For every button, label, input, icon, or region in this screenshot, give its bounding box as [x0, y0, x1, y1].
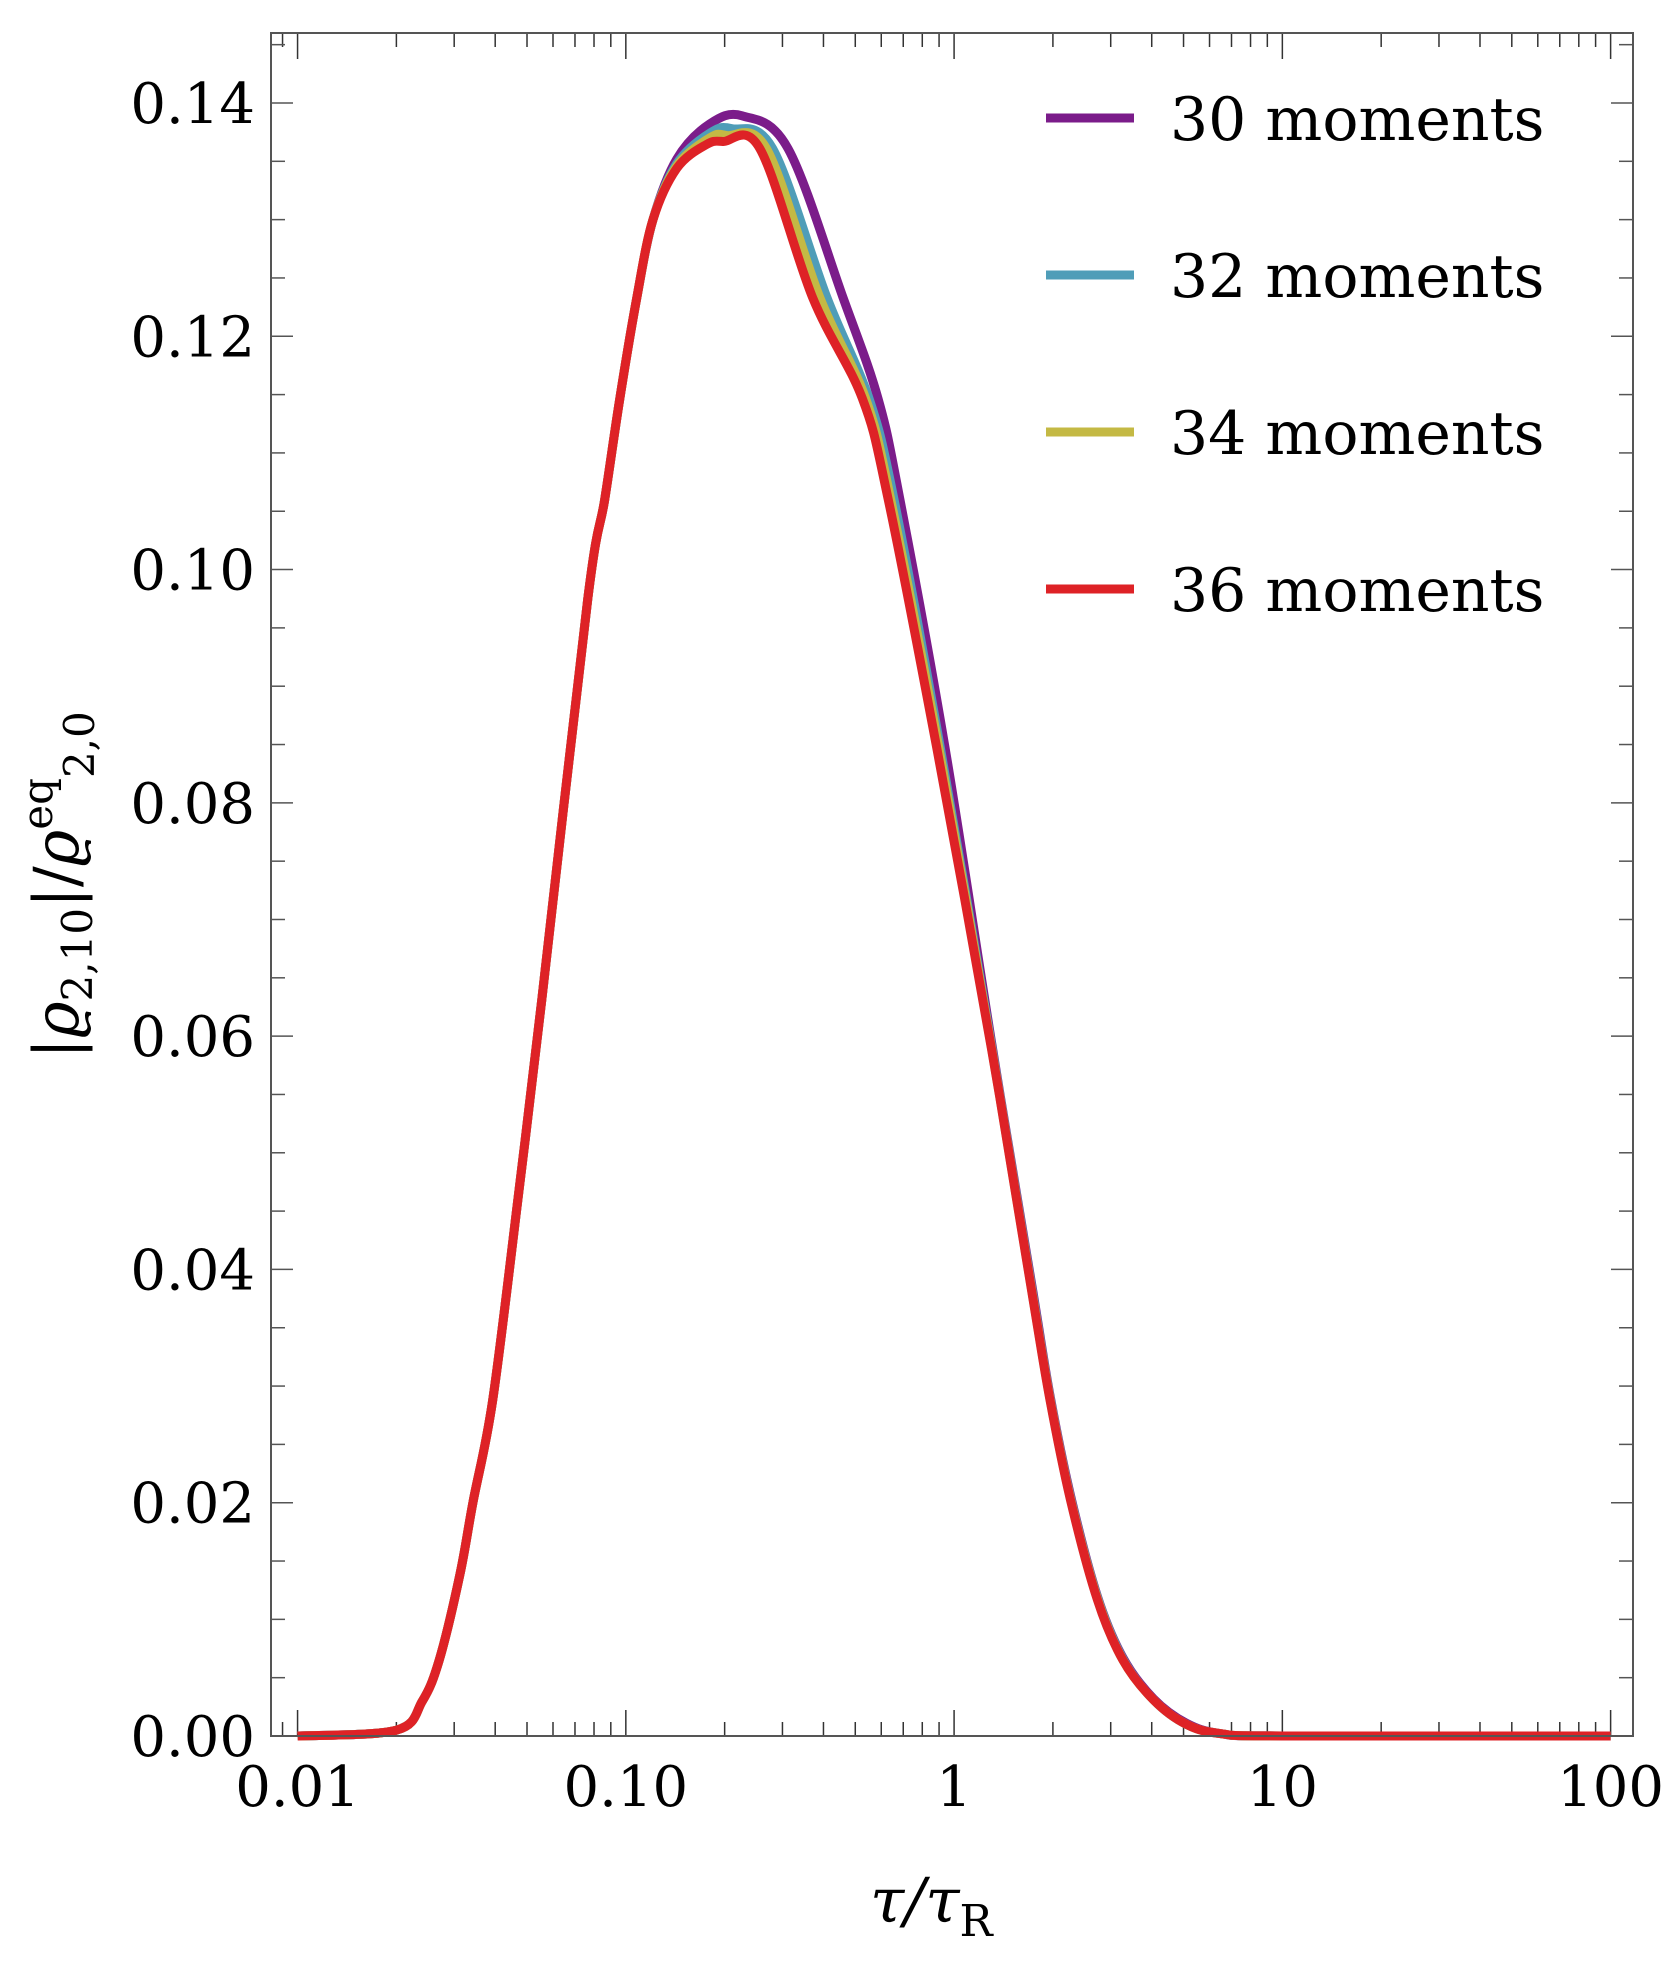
legend-label: 32 moments	[1170, 242, 1544, 312]
y-tick-label: 0.02	[130, 1472, 255, 1537]
x-tick-label: 0.10	[563, 1755, 688, 1820]
x-tick-label: 10	[1247, 1755, 1318, 1820]
y-axis-title: |ϱ2,10|/ϱeq2,0	[13, 711, 104, 1059]
x-tick-labels: 0.01 0.10 1 10 100	[235, 1755, 1661, 1820]
series-line-36-moments	[297, 130, 1611, 1741]
plot-frame	[270, 32, 1634, 1737]
y-tick-label: 0.10	[130, 539, 255, 604]
major-ticks	[271, 33, 1633, 1737]
x-axis-title: τ/τR	[870, 1864, 995, 1947]
y-tick-label: 0.12	[130, 305, 255, 370]
series-line-34-moments	[297, 128, 1611, 1741]
legend-label: 30 moments	[1170, 85, 1544, 155]
y-tick-label: 0.08	[130, 772, 255, 837]
y-tick-label: 0.06	[130, 1005, 255, 1070]
legend-label: 36 moments	[1170, 556, 1544, 626]
y-tick-label: 0.14	[130, 72, 255, 137]
legend: 30 moments 32 moments 34 moments 36 moments	[1046, 85, 1544, 626]
series-layer	[297, 109, 1611, 1741]
x-tick-label: 100	[1557, 1755, 1661, 1820]
legend-label: 34 moments	[1170, 399, 1544, 469]
y-tick-label: 0.00	[130, 1705, 255, 1770]
series-line-30-moments	[297, 109, 1611, 1741]
y-tick-label: 0.04	[130, 1238, 255, 1303]
y-tick-labels: 0.00 0.02 0.04 0.06 0.08 0.10 0.12 0.14	[130, 72, 255, 1770]
series-line-32-moments	[297, 122, 1611, 1741]
x-tick-label: 1	[936, 1755, 972, 1820]
x-tick-label: 0.01	[235, 1755, 360, 1820]
